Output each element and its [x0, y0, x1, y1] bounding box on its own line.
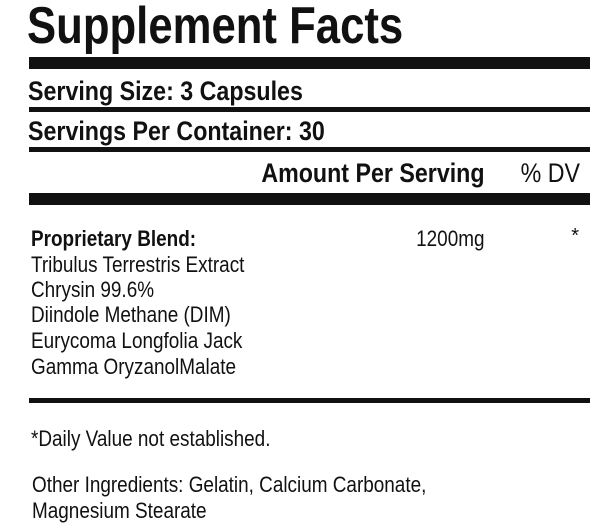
serving-size: Serving Size: 3 Capsules	[28, 76, 303, 106]
blend-name: Proprietary Blend:	[31, 226, 197, 251]
ingredient-item: Chrysin 99.6%	[31, 277, 155, 302]
ingredient-item: Eurycoma Longfolia Jack	[31, 328, 243, 353]
blend-dv: *	[571, 225, 579, 247]
amount-per-serving-header: Amount Per Serving	[261, 158, 485, 188]
page-title: Supplement Facts	[27, 0, 404, 55]
servings-per-container: Servings Per Container: 30	[28, 116, 325, 146]
ingredient-item: Tribulus Terrestris Extract	[31, 252, 245, 277]
divider	[29, 147, 590, 152]
divider	[29, 107, 590, 112]
header-divider	[29, 193, 590, 205]
footnote: *Daily Value not established.	[31, 426, 271, 451]
divider	[29, 398, 590, 403]
dv-header: % DV	[520, 158, 580, 188]
other-ingredients-line: Other Ingredients: Gelatin, Calcium Carb…	[32, 472, 427, 497]
title-divider	[29, 57, 590, 69]
ingredient-item: Gamma OryzanolMalate	[31, 354, 237, 379]
ingredient-item: Diindole Methane (DIM)	[31, 302, 231, 327]
other-ingredients-line: Magnesium Stearate	[32, 498, 207, 523]
blend-amount: 1200mg	[416, 226, 485, 251]
